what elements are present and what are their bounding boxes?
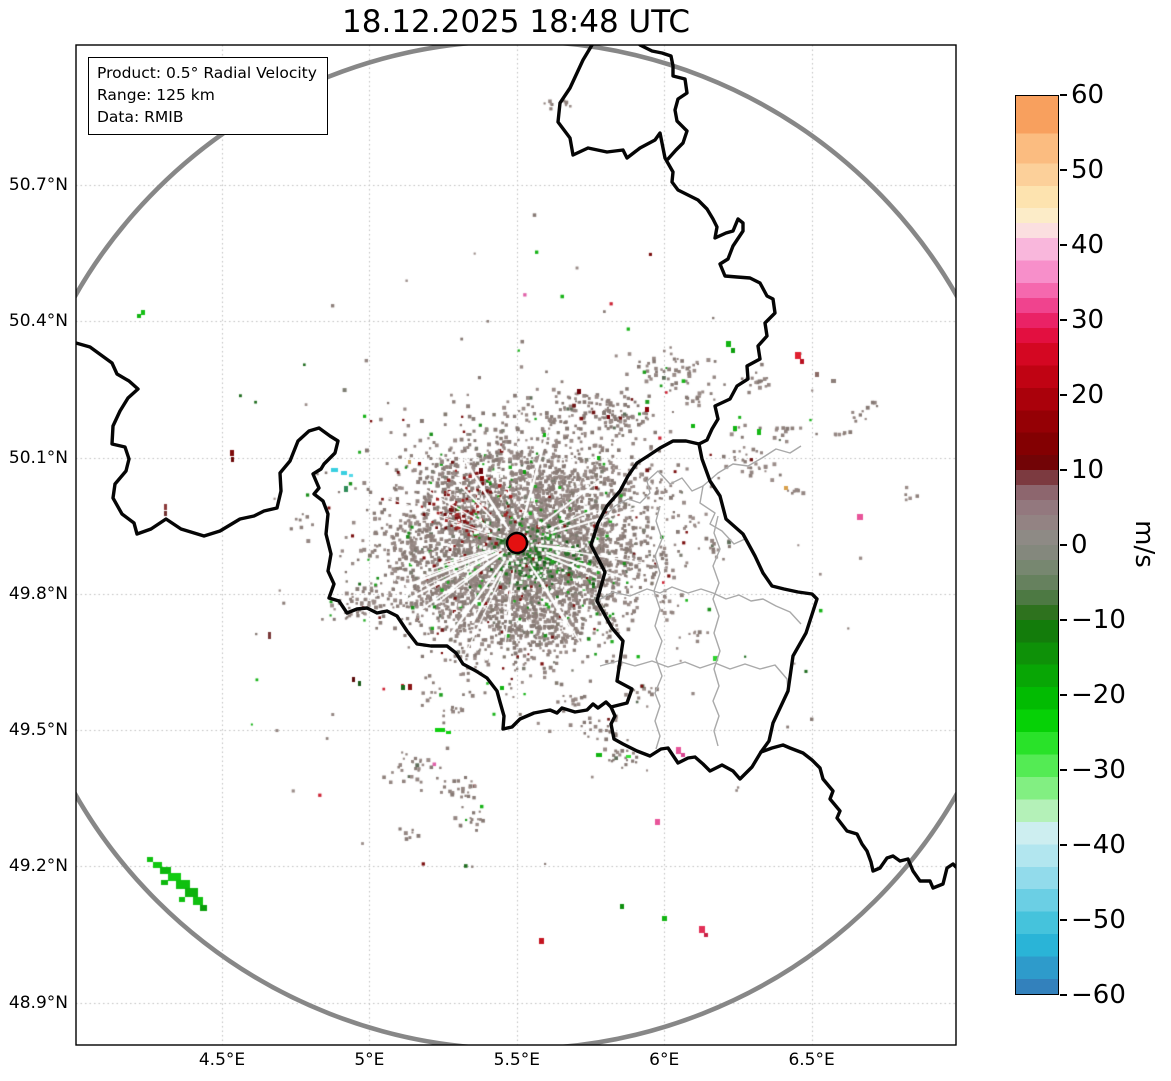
colorbar-tick-label: −60 xyxy=(1071,980,1126,1010)
colorbar-tick-mark xyxy=(1060,169,1067,171)
y-tick-label: 50.1°N xyxy=(8,447,68,468)
colorbar-tick-label: −50 xyxy=(1071,905,1126,935)
colorbar-tick-mark xyxy=(1060,244,1067,246)
colorbar-tick-label: 40 xyxy=(1071,230,1105,260)
colorbar-tick-label: 50 xyxy=(1071,155,1105,185)
country-border xyxy=(759,743,956,890)
page-title: 18.12.2025 18:48 UTC xyxy=(342,4,690,40)
district-border xyxy=(597,470,756,557)
colorbar-tick-mark xyxy=(1060,994,1067,996)
colorbar-tick-mark xyxy=(1060,94,1067,96)
y-tick-label: 49.2°N xyxy=(8,856,68,877)
district-border xyxy=(599,660,789,692)
district-border xyxy=(712,515,721,747)
colorbar-tick-mark xyxy=(1060,394,1067,396)
colorbar-tick-mark xyxy=(1060,919,1067,921)
colorbar-tick-mark xyxy=(1060,769,1067,771)
colorbar-tick-label: 0 xyxy=(1071,530,1088,560)
x-tick-label: 6°E xyxy=(649,1050,680,1070)
colorbar-tick-label: −20 xyxy=(1071,680,1126,710)
x-tick-label: 4.5°E xyxy=(198,1050,246,1070)
x-tick-label: 5.5°E xyxy=(493,1050,540,1070)
velocity-colorbar xyxy=(1015,95,1059,995)
product-line: Product: 0.5° Radial Velocity xyxy=(97,64,317,82)
colorbar-tick-label: 30 xyxy=(1071,305,1105,335)
y-tick-label: 50.4°N xyxy=(8,311,68,332)
radar-site-marker xyxy=(505,531,529,555)
colorbar-tick-mark xyxy=(1060,469,1067,471)
y-tick-label: 48.9°N xyxy=(8,992,68,1013)
range-line: Range: 125 km xyxy=(97,86,215,104)
product-info-box: Product: 0.5° Radial Velocity Range: 125… xyxy=(88,57,328,135)
country-border xyxy=(589,439,819,781)
colorbar-tick-label: −10 xyxy=(1071,605,1126,635)
y-tick-label: 50.7°N xyxy=(8,175,68,195)
district-border xyxy=(702,445,802,487)
data-source-line: Data: RMIB xyxy=(97,108,184,126)
colorbar-tick-mark xyxy=(1060,319,1067,321)
x-tick-label: 5°E xyxy=(354,1050,385,1070)
district-border xyxy=(653,505,663,750)
colorbar-tick-mark xyxy=(1060,619,1067,621)
colorbar-tick-label: 20 xyxy=(1071,380,1105,410)
x-tick-label: 6.5°E xyxy=(788,1050,835,1070)
colorbar-tick-mark xyxy=(1060,844,1067,846)
colorbar-units-label: m/s xyxy=(1129,520,1159,568)
colorbar-tick-mark xyxy=(1060,544,1067,546)
y-tick-label: 49.5°N xyxy=(8,720,68,741)
y-tick-label: 49.8°N xyxy=(8,583,68,604)
colorbar-tick-label: −40 xyxy=(1071,830,1126,860)
country-border xyxy=(76,341,613,731)
colorbar-tick-label: 10 xyxy=(1071,455,1105,485)
colorbar-tick-mark xyxy=(1060,694,1067,696)
colorbar-tick-label: 60 xyxy=(1071,80,1105,110)
plot-frame xyxy=(75,44,957,1046)
country-border xyxy=(556,45,777,446)
country-border xyxy=(638,45,689,161)
colorbar-tick-label: −30 xyxy=(1071,755,1126,785)
district-border xyxy=(596,586,802,625)
